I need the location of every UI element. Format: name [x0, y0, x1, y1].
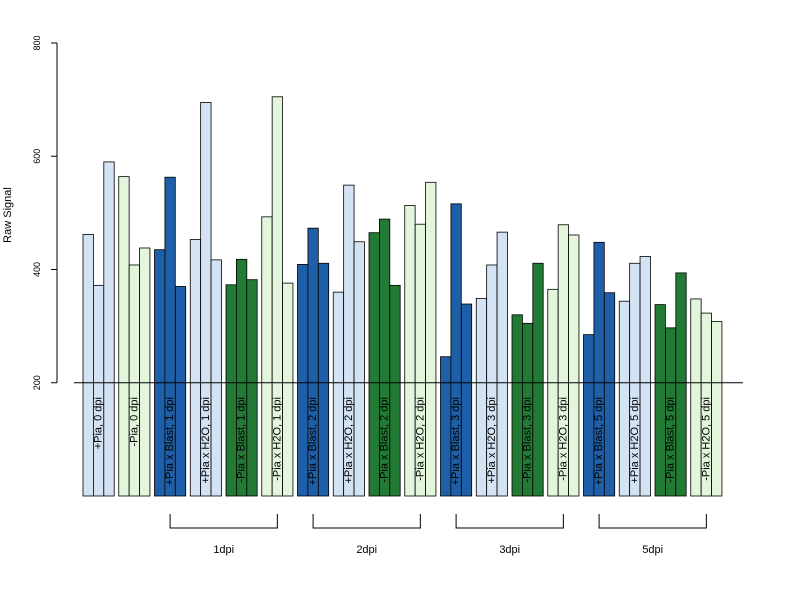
bar [639, 256, 651, 497]
bar-category-label: -Pia x Blast, 2 dpi [379, 397, 391, 483]
bar [603, 292, 616, 497]
group-bracket [312, 514, 421, 529]
group-label: 3dpi [499, 544, 520, 556]
bar-category-label: +Pia x H2O, 1 dpi [200, 397, 212, 484]
bar-category-label: -Pia x H2O, 2 dpi [414, 397, 426, 481]
bar [246, 279, 258, 497]
bar-labels: +Pia, 0 dpi -Pia, 0 dpi +Pia x Blast, 1 dp… [93, 397, 713, 485]
y-axis: 200 400 600 800 [32, 35, 58, 390]
bar-category-label: -Pia x Blast, 3 dpi [522, 397, 534, 483]
bar-category-label: +Pia x Blast, 3 dpi [450, 397, 462, 485]
bar-category-label: -Pia x H2O, 3 dpi [557, 397, 569, 481]
group-brackets: 1dpi 2dpi 3dpi 5dpi [169, 514, 707, 556]
bar-category-label: +Pia, 0 dpi [93, 397, 105, 449]
bars [82, 96, 723, 497]
group-bracket [455, 514, 564, 529]
bar-category-label: +Pia x H2O, 2 dpi [343, 397, 355, 484]
bar [118, 176, 130, 497]
bar-category-label: +Pia x H2O, 3 dpi [486, 397, 498, 484]
bar-category-label: -Pia x H2O, 1 dpi [271, 397, 283, 481]
y-tick-label: 600 [32, 149, 42, 164]
bar [317, 262, 330, 497]
group-bracket [169, 514, 278, 529]
bar-category-label: +Pia x H2O, 5 dpi [629, 397, 641, 484]
bar [353, 241, 365, 497]
y-tick-label: 200 [32, 375, 42, 390]
bar-category-label: -Pia x Blast, 5 dpi [665, 397, 677, 483]
bar-category-label: -Pia x Blast, 1 dpi [236, 397, 248, 483]
group-label: 5dpi [642, 544, 663, 556]
bar [532, 262, 544, 497]
bar-category-label: -Pia x H2O, 5 dpi [700, 397, 712, 481]
group-bracket [598, 514, 707, 529]
y-tick-label: 800 [32, 35, 42, 50]
y-axis-title: Raw Signal [2, 187, 14, 243]
bar-category-label: +Pia x Blast, 1 dpi [164, 397, 176, 485]
bar [389, 284, 401, 497]
bar [210, 259, 222, 497]
bar-category-label: +Pia x Blast, 2 dpi [307, 397, 319, 485]
bar [139, 247, 151, 497]
bar [568, 234, 580, 497]
bar-category-label: -Pia, 0 dpi [128, 397, 140, 447]
bar [460, 303, 473, 497]
group-label: 1dpi [213, 544, 234, 556]
bar [174, 286, 187, 497]
bar [282, 282, 294, 497]
bar [82, 233, 94, 497]
bar [128, 264, 140, 497]
group-label: 2dpi [356, 544, 377, 556]
bar [675, 272, 687, 497]
bar [711, 321, 723, 497]
bar [93, 284, 105, 497]
bar-category-label: +Pia x Blast, 5 dpi [593, 397, 605, 485]
bar [103, 161, 115, 497]
bar [496, 231, 508, 497]
bar [425, 181, 437, 497]
y-tick-label: 400 [32, 262, 42, 277]
